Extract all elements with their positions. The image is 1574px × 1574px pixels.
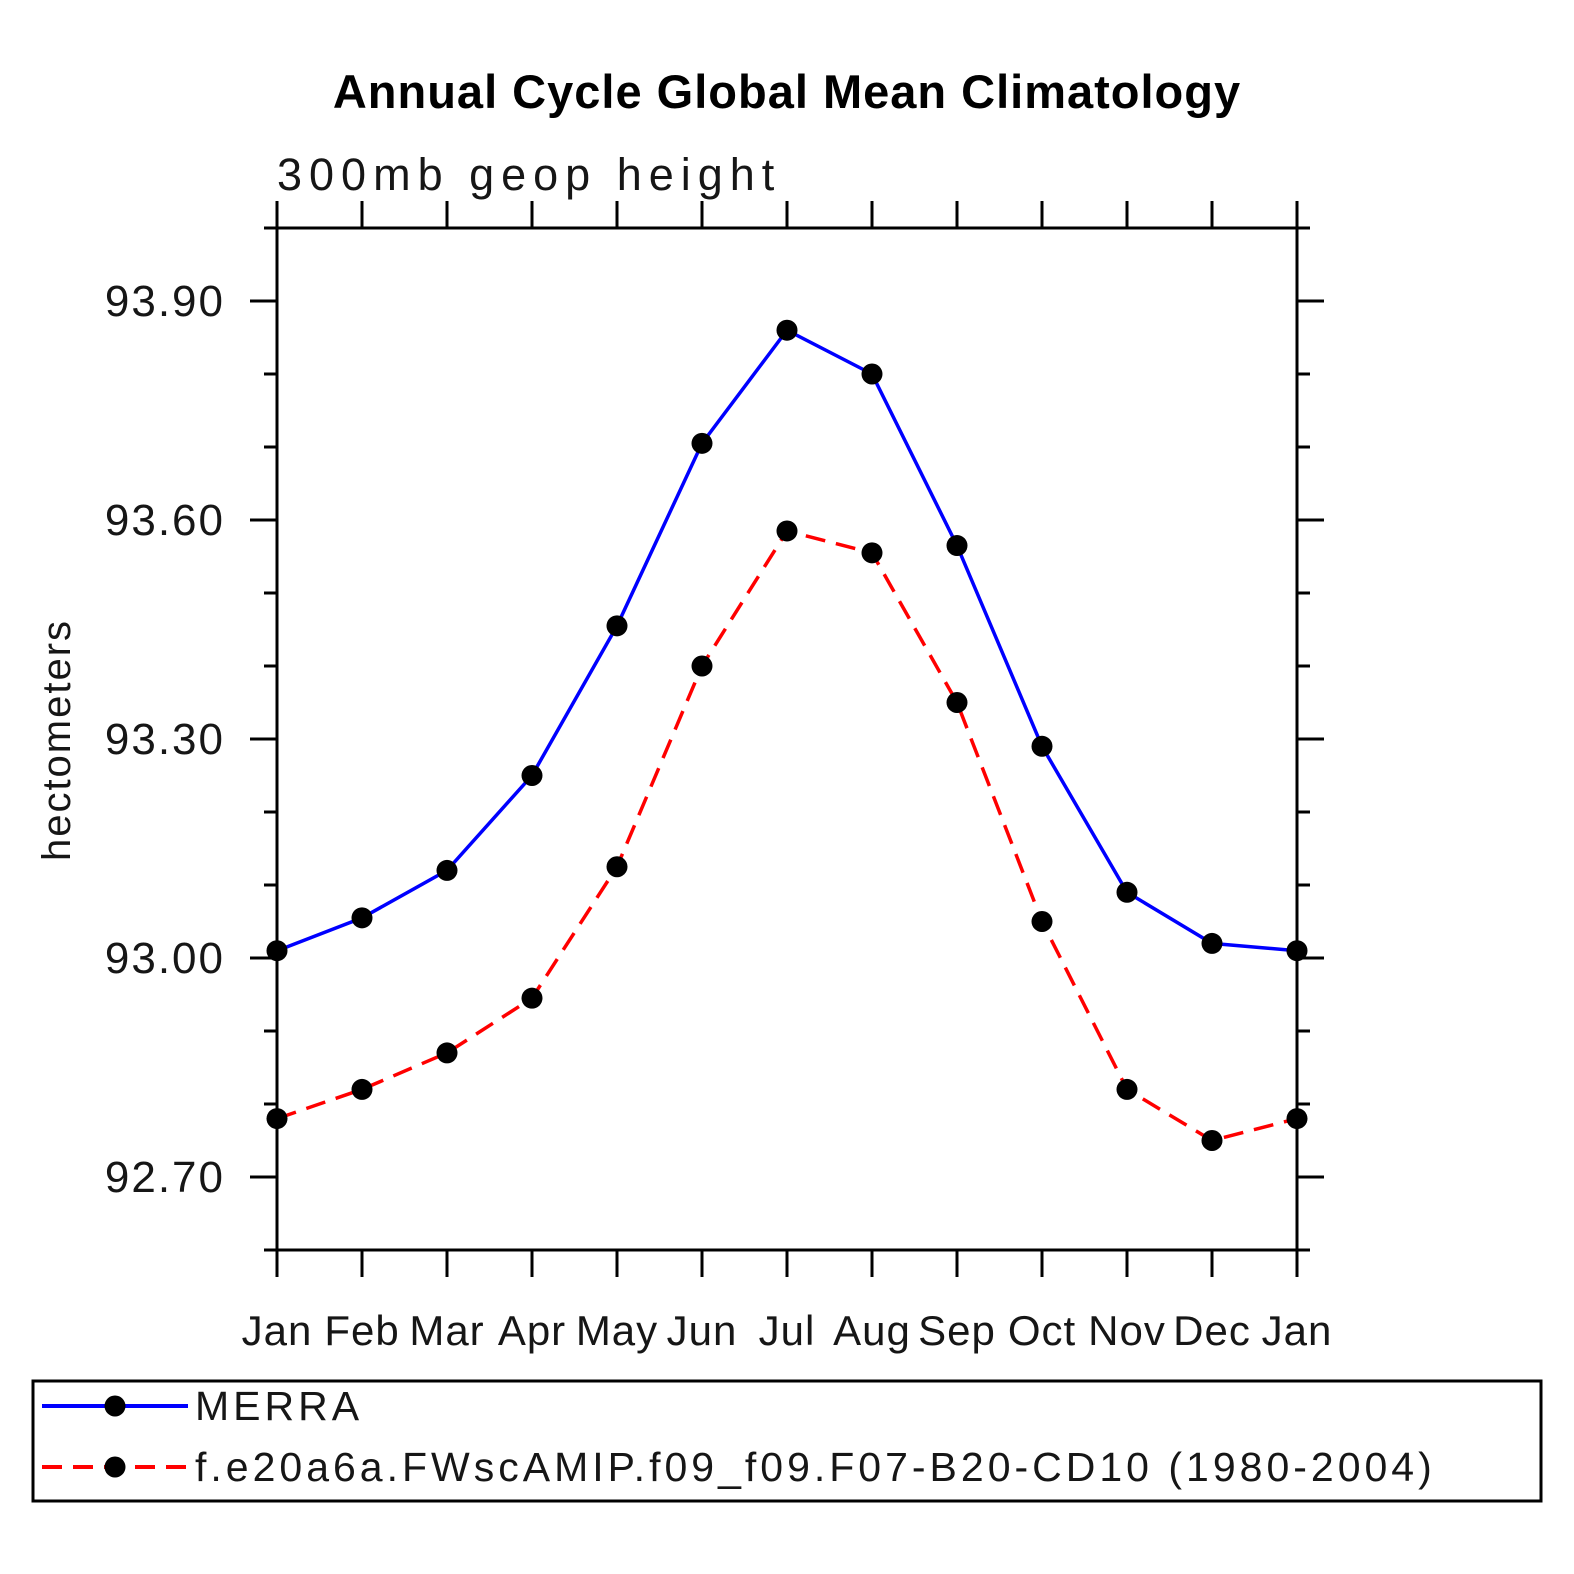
series-line-1 (276, 327, 1298, 953)
data-point-marker (1201, 1130, 1223, 1151)
data-point-marker (266, 940, 288, 962)
plot-frame (275, 226, 1299, 1252)
data-point-marker (266, 1108, 288, 1130)
legend-label: MERRA (195, 1383, 363, 1429)
data-point-marker (606, 615, 628, 637)
data-point-marker (1286, 1108, 1308, 1130)
x-tick-label: Jan (1262, 1307, 1333, 1354)
series-line-2 (276, 528, 1298, 1143)
data-point-marker (1116, 881, 1138, 903)
x-tick-label: Oct (1008, 1307, 1076, 1354)
data-point-marker (946, 535, 968, 557)
y-tick-label: 93.30 (105, 715, 225, 764)
data-point-marker (691, 655, 713, 677)
data-point-marker (776, 520, 798, 542)
data-point-marker (1031, 911, 1053, 932)
x-tick-label: Jun (667, 1307, 738, 1354)
legend-marker (104, 1395, 126, 1417)
data-point-marker (861, 363, 883, 385)
data-point-marker (1116, 1078, 1138, 1100)
legend-entry: MERRA (42, 1383, 363, 1429)
plot-area: Jan Feb Mar Apr May Jun Jul Aug Sep Oct Nov Dec Jan9… (105, 201, 1333, 1354)
x-tick-label: Feb (324, 1307, 399, 1354)
data-point-marker (1031, 735, 1053, 757)
y-tick-label: 93.00 (105, 934, 225, 983)
data-point-marker (1201, 932, 1223, 954)
data-point-marker (521, 987, 543, 1009)
data-point-marker (1286, 940, 1308, 962)
y-tick-label: 93.90 (105, 277, 225, 326)
legend-marker (104, 1456, 126, 1478)
x-tick-label: May (576, 1307, 658, 1354)
data-point-marker (946, 692, 968, 713)
data-point-marker (436, 1042, 458, 1064)
data-point-marker (606, 856, 628, 878)
legend-entry: f.e20a6a.FWscAMIP.f09_f09.F07-B20-CD10 (… (42, 1444, 1436, 1490)
legend: MERRA f.e20a6a.FWscAMIP.f09_f09.F07-B20-C… (31, 1379, 1543, 1503)
x-tick-label: Jul (759, 1307, 816, 1354)
data-point-marker (861, 542, 883, 564)
x-tick-label: Mar (409, 1307, 484, 1354)
chart-title: Annual Cycle Global Mean Climatology (333, 65, 1241, 118)
y-axis-title: hectometers (35, 619, 79, 861)
x-tick-label: Nov (1088, 1307, 1166, 1354)
data-point-marker (691, 432, 713, 454)
x-tick-label: Dec (1173, 1307, 1251, 1354)
y-tick-label: 92.70 (105, 1153, 225, 1202)
data-point-marker (351, 1078, 373, 1100)
chart-subtitle: 300mb geop height (277, 149, 781, 200)
data-point-marker (351, 907, 373, 929)
data-point-marker (436, 859, 458, 881)
legend-box (31, 1379, 1543, 1503)
x-tick-label: Jan (242, 1307, 313, 1354)
x-tick-label: Apr (498, 1307, 566, 1354)
legend-label: f.e20a6a.FWscAMIP.f09_f09.F07-B20-CD10 (… (195, 1444, 1436, 1490)
y-tick-label: 93.60 (105, 496, 225, 545)
data-point-marker (521, 765, 543, 786)
x-tick-label: Sep (918, 1307, 996, 1354)
x-tick-label: Aug (833, 1307, 911, 1354)
data-point-marker (776, 319, 798, 341)
